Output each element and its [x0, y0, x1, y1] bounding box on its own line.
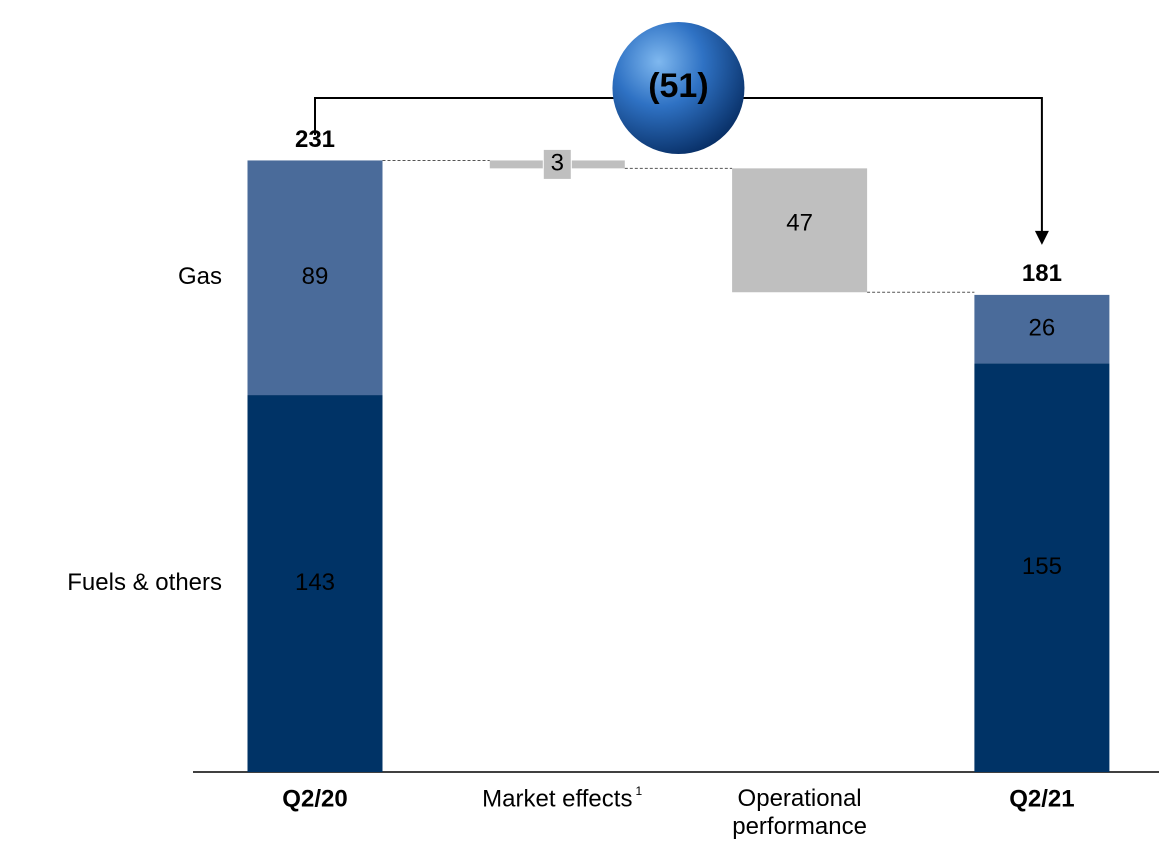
footnote-marker: 1	[635, 784, 642, 798]
change-label: 3	[551, 150, 564, 177]
total-change-label: (51)	[648, 67, 708, 105]
x-tick-label: Market effects	[482, 785, 632, 812]
bar-segment	[974, 294, 1110, 364]
legend-label: Gas	[178, 263, 222, 290]
legend-label: Fuels & others	[67, 569, 222, 596]
change-label: 47	[786, 210, 813, 237]
bar-value-label: 26	[1029, 314, 1056, 341]
x-tick-label: Q2/20	[282, 785, 347, 812]
label-box	[542, 148, 572, 180]
x-tick-label: Operational performance	[732, 785, 867, 840]
bar-value-label: 143	[295, 569, 335, 596]
bar-value-label: 155	[1022, 553, 1062, 580]
x-tick-label: Q2/21	[1009, 785, 1074, 812]
bar-value-label: 89	[302, 263, 329, 290]
total-change-ball	[612, 22, 745, 154]
bar-segment	[247, 160, 383, 396]
change-bar	[732, 168, 868, 293]
bar-segment	[974, 363, 1110, 772]
total-label: 181	[1022, 260, 1062, 287]
bar-segment	[247, 395, 383, 772]
arrow-head	[1034, 230, 1049, 245]
